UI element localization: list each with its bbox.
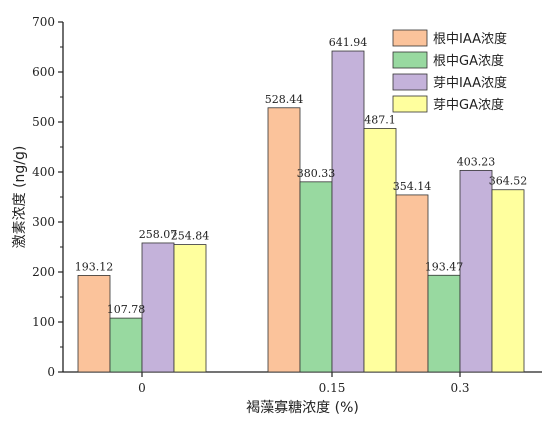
bar-series-4-cat-3 [491, 189, 525, 373]
y-tick-label: 200 [32, 265, 55, 279]
data-label-series-4-cat-1: 254.84 [171, 230, 210, 243]
y-tick-label: 0 [47, 365, 55, 379]
x-axis-title: 褐藻寡糖浓度 (%) [246, 399, 359, 416]
legend-label-1: 根中IAA浓度 [433, 31, 507, 47]
data-label-series-2-cat-3: 193.47 [425, 260, 464, 273]
y-tick-label: 600 [32, 65, 55, 79]
data-labels-group: 193.12 528.44 354.14 107.78 380.33 193.47 258.… [75, 36, 528, 316]
data-label-series-1-cat-2: 528.44 [265, 93, 304, 106]
bar-series-2-cat-3 [427, 274, 461, 373]
bar-series-1-cat-1 [77, 275, 111, 373]
legend-label-2: 根中GA浓度 [433, 53, 504, 69]
bars-group [77, 50, 525, 373]
x-tick-label: 0 [138, 381, 146, 395]
y-tick-label: 300 [32, 215, 55, 229]
legend-swatch-3 [392, 73, 428, 91]
bar-series-1-cat-3 [395, 194, 429, 373]
bar-series-2-cat-1 [109, 317, 143, 373]
data-label-series-3-cat-3: 403.23 [457, 155, 496, 168]
x-tick-label: 0.15 [319, 381, 346, 395]
legend-swatch-1 [392, 29, 428, 47]
bar-series-3-cat-2 [331, 50, 365, 373]
data-label-series-1-cat-3: 354.14 [393, 180, 432, 193]
data-label-series-2-cat-2: 380.33 [297, 167, 336, 180]
x-tick-label: 0.3 [450, 381, 469, 395]
legend-swatch-2 [392, 51, 428, 69]
legend-swatch-4 [392, 95, 428, 113]
data-label-series-3-cat-2: 641.94 [329, 36, 368, 49]
x-axis: 0 0.15 0.3 [63, 371, 542, 395]
y-tick-label: 500 [32, 115, 55, 129]
y-tick-label: 700 [32, 15, 55, 29]
legend-label-3: 芽中IAA浓度 [433, 75, 507, 91]
y-tick-label: 400 [32, 165, 55, 179]
legend-label-4: 芽中GA浓度 [433, 97, 504, 113]
data-label-series-4-cat-2: 487.1 [364, 113, 396, 126]
bar-series-1-cat-2 [267, 107, 301, 373]
y-axis-title: 激素浓度 (ng/g) [11, 146, 28, 249]
y-axis: 0 100 200 300 400 500 600 700 [32, 15, 64, 379]
bar-series-4-cat-1 [173, 244, 207, 373]
y-tick-label: 100 [32, 315, 55, 329]
data-label-series-2-cat-1: 107.78 [107, 303, 146, 316]
data-label-series-4-cat-3: 364.52 [489, 175, 528, 188]
bar-series-3-cat-3 [459, 169, 493, 373]
data-label-series-3-cat-1: 258.07 [139, 228, 178, 241]
bar-series-3-cat-1 [141, 242, 175, 373]
data-label-series-1-cat-1: 193.12 [75, 260, 114, 273]
bar-series-4-cat-2 [363, 128, 397, 373]
bar-series-2-cat-2 [299, 181, 333, 373]
